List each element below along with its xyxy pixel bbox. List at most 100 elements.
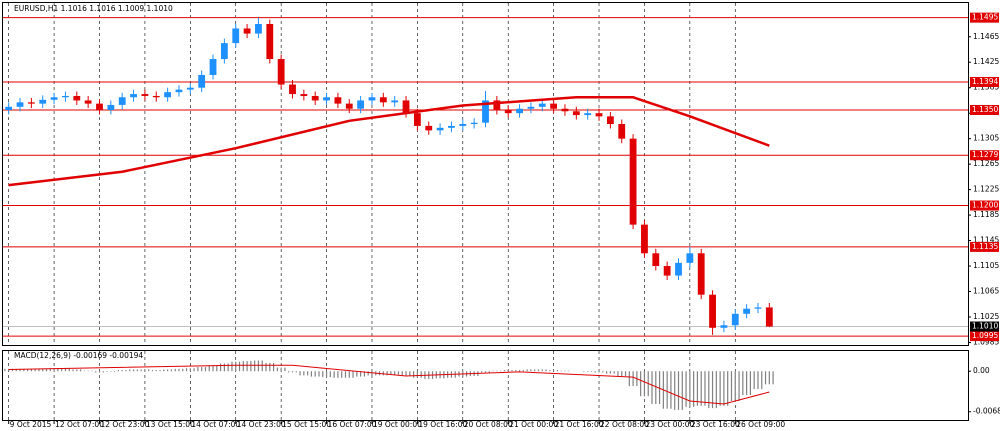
level-label-box [970,331,999,342]
candle-body [277,59,285,85]
x-tick-label: 26 Oct 09:00 [736,420,785,429]
candle-body [186,87,194,90]
candle-body [368,97,376,101]
level-label: 1.0995 [972,331,998,340]
y-tick-label: 1.0985 [973,337,999,346]
y-tick-label: 1.1105 [973,261,999,270]
x-tick-label: 14 Oct 07:00 [191,420,240,429]
x-tick-label: 23 Oct 16:00 [691,420,740,429]
candle-body [379,97,387,103]
candle-body [425,125,433,131]
chart-title: EURUSD,H1 1.1016 1.1016 1.1009 1.1010 [14,4,173,13]
x-tick-label: 23 Oct 00:00 [645,420,694,429]
x-tick-label: 21 Oct 00:00 [509,420,558,429]
candle-body [482,100,489,123]
candle-body [765,307,773,327]
candle-body [595,113,603,117]
candle-body [493,100,501,110]
candle-body [413,113,421,126]
candle-body [255,24,262,34]
level-label-box [970,200,999,211]
candle-body [686,253,694,263]
level-label: 1.1350 [972,105,998,114]
candle-body [720,325,728,328]
candle-body [538,103,546,107]
x-tick-label: 19 Oct 00:00 [373,420,422,429]
candle-body [96,103,103,110]
candle-body [675,262,682,276]
x-tick-label: 13 Oct 15:00 [146,420,195,429]
y-tick-label: 1.1385 [973,83,999,92]
macd-panel [2,350,969,421]
price-label: 1.1010 [972,322,998,331]
y-tick-label: 1.1465 [973,32,999,41]
y-tick-label: -0.00681 [973,407,1000,416]
candle-body [130,94,137,98]
level-label-box [970,104,999,115]
y-tick-label: 1.1265 [973,159,999,168]
level-label: 1.1394 [972,77,998,86]
candle-body [629,138,637,225]
candle-body [5,106,13,110]
x-tick-label: 19 Oct 16:00 [418,420,467,429]
level-label-box [970,12,999,23]
x-tick-label: 9 Oct 2015 [10,420,52,429]
candle-body [323,97,330,101]
candle-body [743,308,751,314]
candle-body [73,95,81,101]
y-tick-label: 1.1025 [973,312,999,321]
x-tick-label: 14 Oct 23:00 [237,420,286,429]
candle-body [243,28,251,34]
level-label-box [970,241,999,252]
candle-body [62,95,69,98]
candle-body [731,313,739,326]
level-label: 1.1279 [972,150,998,159]
candle-body [107,104,115,110]
moving-average [8,96,770,187]
level-label: 1.1135 [972,242,998,251]
candle-body [16,102,24,107]
candle-body [652,253,660,267]
x-tick-label: 12 Oct 23:00 [101,420,150,429]
x-tick-label: 21 Oct 16:00 [555,420,604,429]
candle-body [39,99,47,104]
candle-body [391,100,399,103]
candle-body [754,307,762,309]
candle-body [606,116,614,125]
candle-body [402,100,410,114]
x-tick-label: 15 Oct 15:00 [282,420,331,429]
x-tick-label: 16 Oct 07:00 [328,420,377,429]
candle-body [220,43,228,60]
x-tick-label: 12 Oct 07:00 [55,420,104,429]
level-label: 1.1495 [972,13,998,22]
y-tick-label: 1.1225 [973,185,999,194]
candle-body [141,94,149,96]
candle-body [504,109,512,114]
candle-body [118,97,126,105]
candle-body [459,124,467,126]
candle-body [300,94,308,96]
candle-body [289,84,296,95]
signal-line [8,364,770,405]
level-label: 1.1200 [972,201,998,210]
y-tick-label: 1.1185 [973,210,999,219]
candle-body [697,253,705,295]
candle-body [27,102,35,104]
level-label-box [970,150,999,161]
candle-body [198,74,206,88]
level-label-box [970,76,999,87]
x-tick-label: 20 Oct 08:00 [464,420,513,429]
candle-body [641,224,648,254]
candle-body [561,108,569,112]
candle-body [572,111,580,116]
y-tick-label: 1.1065 [973,287,999,296]
macd-title: MACD(12,26,9) -0.00169 -0.00194 [14,351,143,360]
candle-body [550,103,558,109]
candle-body [470,122,478,125]
candle-body [584,113,592,116]
candle-body [527,106,535,109]
candle-body [334,97,342,104]
candle-body [152,95,160,98]
candle-body [618,124,626,139]
